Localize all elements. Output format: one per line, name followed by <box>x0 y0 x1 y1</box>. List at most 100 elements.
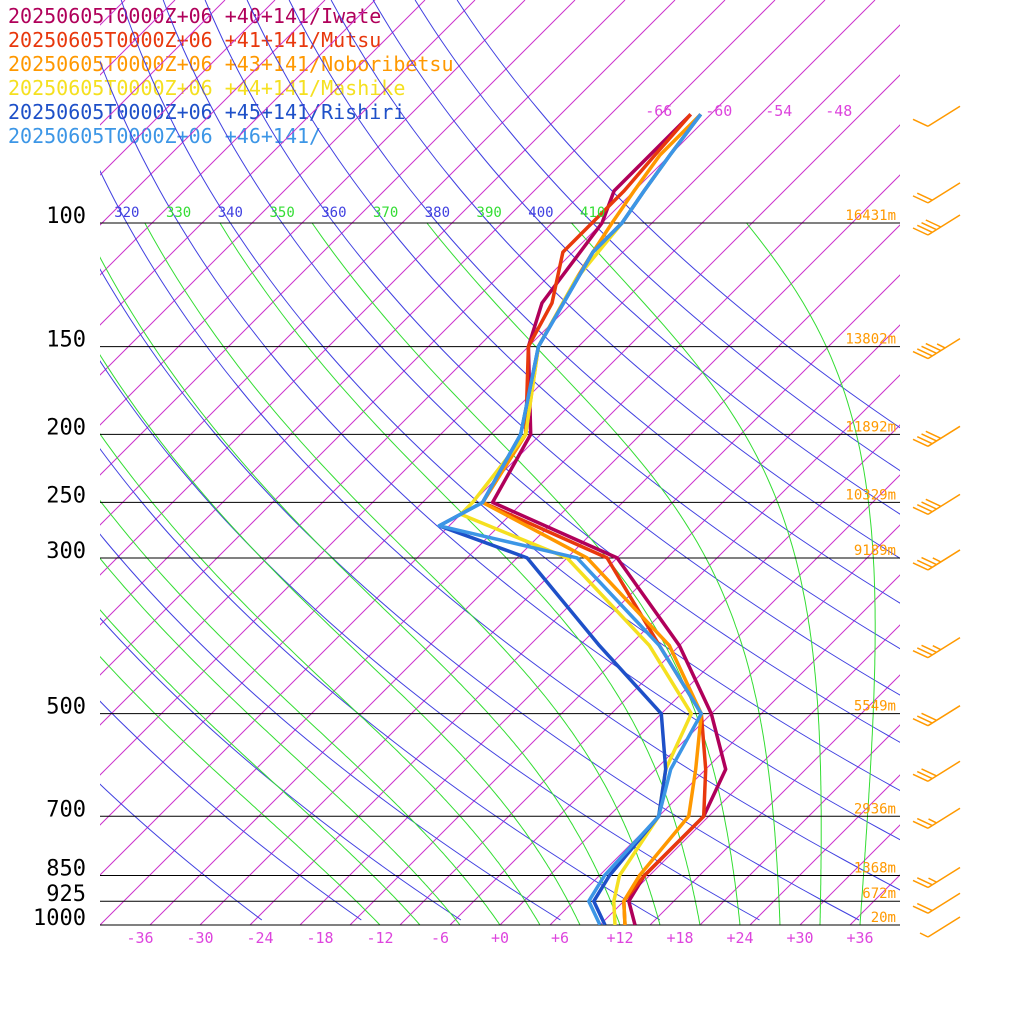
barb-staff <box>927 337 961 360</box>
barb-flag <box>925 219 942 228</box>
barb-staff <box>927 866 961 889</box>
pressure-label: 1000 <box>33 906 86 931</box>
wind-barb <box>912 807 961 829</box>
barb-flag <box>916 504 933 513</box>
barb-flag <box>916 559 933 568</box>
height-label: 20m <box>871 910 896 926</box>
barb-flag <box>912 562 929 571</box>
dry-adiabat-line <box>456 0 900 429</box>
barb-staff <box>927 637 961 659</box>
barb-flag <box>925 342 942 352</box>
isotherm-line <box>249 274 900 925</box>
dry-adiabat-line <box>100 268 860 921</box>
dry-adiabat-line <box>100 700 362 921</box>
wind-barb <box>912 705 961 727</box>
barb-flag <box>912 195 929 204</box>
temp-tick-label: -24 <box>246 929 273 947</box>
barb-flag <box>912 649 929 659</box>
barb-flag <box>912 717 929 727</box>
barb-flag <box>912 118 929 127</box>
barb-half-flag <box>936 343 946 349</box>
dry-adiabat-line <box>100 533 561 921</box>
barb-flag <box>921 768 937 777</box>
wind-barb <box>912 337 961 360</box>
barb-half-flag <box>928 877 937 883</box>
barb-flag <box>916 817 933 827</box>
temp-tick-label: -18 <box>306 929 333 947</box>
wind-barbs <box>912 105 961 938</box>
barb-flag <box>912 350 929 360</box>
barb-staff <box>927 705 961 727</box>
temp-tick-label: -30 <box>186 929 213 947</box>
theta-label: 320 <box>114 205 139 221</box>
barb-flag <box>912 879 929 889</box>
barb-flag <box>912 506 929 516</box>
barb-flag <box>916 348 933 357</box>
theta-label: 410 <box>580 205 605 221</box>
theta-label: 360 <box>321 205 346 221</box>
isotherm-line <box>100 0 526 426</box>
dry-adiabat-line <box>330 0 900 559</box>
wind-barb <box>912 892 961 914</box>
barb-staff <box>927 807 961 829</box>
background-lines <box>0 0 1024 925</box>
barb-flag <box>916 902 933 912</box>
temp-tick-label: +30 <box>786 929 813 947</box>
isotherm-line <box>100 0 676 576</box>
isotherm-line <box>449 474 900 925</box>
wind-barb <box>912 214 961 236</box>
barb-staff <box>927 760 961 782</box>
height-label: 10329m <box>845 487 896 503</box>
isotherm-line <box>100 124 900 925</box>
dry-adiabat-line <box>100 448 661 921</box>
isotherm-line <box>899 924 900 925</box>
isotherm-line <box>0 0 75 925</box>
barb-flag <box>912 773 929 782</box>
dry-adiabat-line <box>100 169 900 891</box>
barb-flag <box>916 224 933 234</box>
pressure-label: 700 <box>46 797 86 822</box>
isotherm-line <box>199 224 900 925</box>
temp-tick-label: -12 <box>366 929 393 947</box>
barb-staff <box>927 214 961 236</box>
barb-flag <box>916 647 933 656</box>
isotherm-line <box>100 0 776 676</box>
pressure-label: 200 <box>46 415 86 440</box>
pressure-label: 300 <box>46 539 86 564</box>
barb-flag <box>912 905 929 914</box>
theta-label: 400 <box>528 205 553 221</box>
wind-barb <box>912 425 961 448</box>
temp-tick-label: -36 <box>126 929 153 947</box>
dry-adiabat-line <box>120 0 900 792</box>
theta-label: 330 <box>166 205 191 221</box>
dry-adiabat-line <box>372 0 900 515</box>
isotherm-line <box>149 174 900 925</box>
isotherm-line <box>100 0 476 376</box>
dry-adiabat-line <box>246 0 900 650</box>
isotherm-line <box>950 0 1024 925</box>
barb-flag <box>921 644 937 653</box>
height-label: 11892m <box>845 419 896 435</box>
dry-adiabat-line <box>100 60 900 841</box>
isotherm-line <box>649 674 900 925</box>
isotherm-line <box>0 0 25 925</box>
barb-flag <box>925 430 942 440</box>
sounding-lines <box>437 113 728 925</box>
dry-adiabat-line <box>288 0 900 604</box>
dry-adiabat-line <box>100 360 760 921</box>
height-label: 2936m <box>854 801 896 817</box>
isotherm-line <box>499 524 900 925</box>
isotherm-line <box>100 24 900 826</box>
isotherm-line <box>100 0 176 76</box>
isotherm-line <box>100 0 326 226</box>
barb-flag <box>921 712 937 722</box>
barb-staff <box>927 892 961 914</box>
temp-tick-label: +6 <box>551 929 569 947</box>
barb-half-flag <box>932 557 942 563</box>
height-label: 13802m <box>845 332 896 348</box>
wind-barb <box>912 182 961 204</box>
sounding-line <box>437 113 704 925</box>
upper-temp-label: -48 <box>825 102 852 120</box>
isotherm-line <box>100 0 726 626</box>
